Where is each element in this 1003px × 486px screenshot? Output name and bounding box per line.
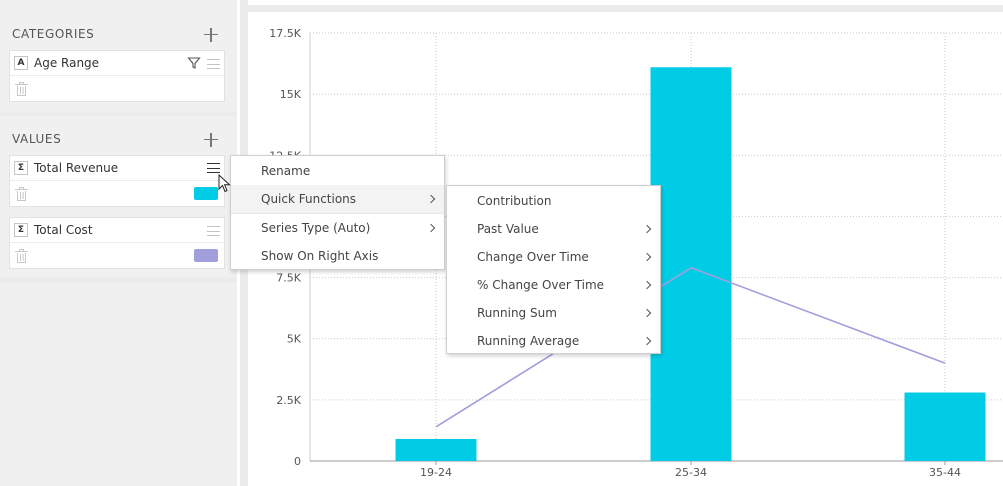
cost-line[interactable]: [435, 266, 946, 428]
y-tick-label: 5K: [287, 333, 302, 346]
text-type-icon: A: [14, 56, 28, 70]
value-field-name: Total Revenue: [34, 161, 119, 175]
delete-value-icon[interactable]: [15, 249, 28, 264]
sum-type-icon: Σ: [14, 223, 28, 237]
menu-item-change-over-time[interactable]: Change Over Time: [447, 243, 660, 271]
y-tick-label: 7.5K: [276, 272, 301, 285]
sum-type-icon: Σ: [14, 161, 28, 175]
menu-item-quick-functions[interactable]: Quick Functions: [231, 185, 444, 213]
value-field-card[interactable]: Σ Total Revenue: [9, 155, 225, 207]
category-field-name: Age Range: [34, 56, 100, 70]
y-tick-label: 17.5K: [269, 27, 301, 40]
revenue-bar[interactable]: [650, 67, 732, 462]
chevron-right-icon: [426, 223, 436, 233]
revenue-bar[interactable]: [904, 392, 986, 461]
empty-panel: [0, 282, 237, 486]
values-title: VALUES: [12, 132, 62, 146]
menu-item-running-average[interactable]: Running Average: [447, 327, 660, 355]
add-value-button[interactable]: [202, 131, 220, 149]
category-field-card[interactable]: A Age Range: [9, 50, 225, 102]
field-context-menu: Rename Quick Functions Series Type (Auto…: [230, 155, 445, 270]
menu-item-past-value[interactable]: Past Value: [447, 215, 660, 243]
quick-functions-submenu: Contribution Past Value Change Over Time…: [446, 185, 661, 354]
filter-icon[interactable]: [187, 56, 201, 70]
menu-item-series-type[interactable]: Series Type (Auto): [231, 214, 444, 242]
menu-item-running-sum[interactable]: Running Sum: [447, 299, 660, 327]
values-panel: VALUES Σ Total Revenue Σ Total Cost: [0, 116, 237, 278]
value-field-menu-icon[interactable]: [207, 226, 220, 237]
chevron-right-icon: [642, 308, 652, 318]
categories-panel: CATEGORIES A Age Range: [0, 0, 237, 112]
value-field-card[interactable]: Σ Total Cost: [9, 217, 225, 269]
chevron-right-icon: [642, 280, 652, 290]
category-field-menu-icon[interactable]: [207, 59, 220, 70]
chevron-right-icon: [426, 194, 436, 204]
value-field-name: Total Cost: [34, 223, 93, 237]
x-tick-label: 25-34: [675, 466, 707, 479]
x-tick-label: 19-24: [420, 466, 452, 479]
mouse-cursor-icon: [218, 174, 231, 193]
chevron-right-icon: [642, 336, 652, 346]
menu-item-rename[interactable]: Rename: [261, 164, 311, 178]
add-category-button[interactable]: [202, 26, 220, 44]
delete-value-icon[interactable]: [15, 187, 28, 202]
toolbar-strip: [248, 0, 1003, 5]
revenue-bar[interactable]: [395, 438, 477, 461]
menu-item-contribution[interactable]: Contribution: [477, 194, 552, 208]
value-field-menu-icon[interactable]: [207, 163, 220, 174]
delete-category-icon[interactable]: [15, 82, 28, 97]
y-tick-label: 0: [294, 455, 301, 468]
y-tick-label: 15K: [280, 88, 302, 101]
chevron-right-icon: [642, 252, 652, 262]
categories-title: CATEGORIES: [12, 27, 95, 41]
x-tick-label: 35-44: [929, 466, 961, 479]
y-tick-label: 2.5K: [276, 394, 301, 407]
menu-item-show-on-right-axis[interactable]: Show On Right Axis: [261, 249, 379, 263]
menu-item-percent-change-over-time[interactable]: % Change Over Time: [447, 271, 660, 299]
series-color-swatch[interactable]: [194, 187, 218, 200]
series-color-swatch[interactable]: [194, 249, 218, 262]
chevron-right-icon: [642, 224, 652, 234]
